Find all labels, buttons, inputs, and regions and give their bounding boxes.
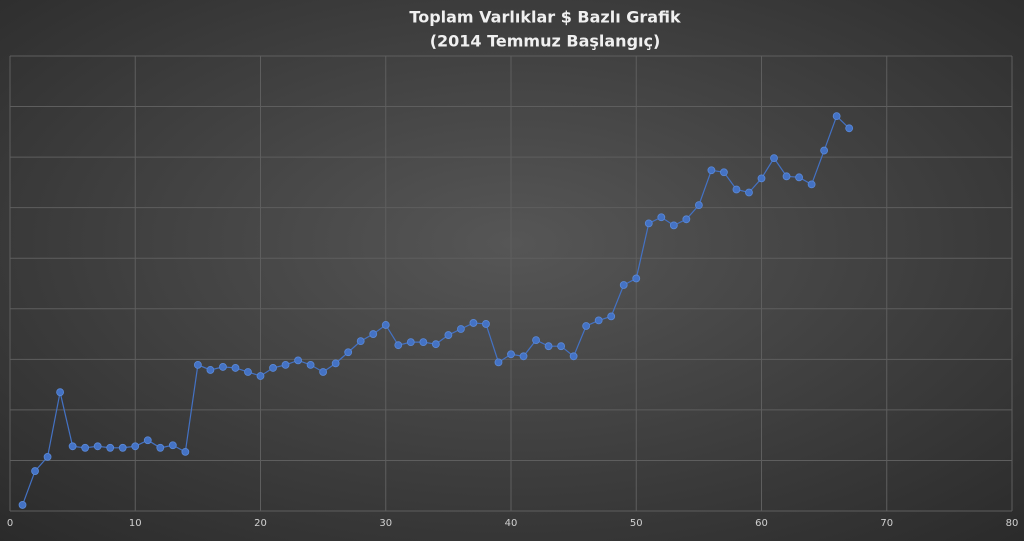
- data-point: [707, 166, 716, 175]
- data-point: [143, 436, 152, 445]
- data-point: [193, 360, 202, 369]
- data-point: [106, 443, 115, 452]
- data-point: [18, 501, 27, 509]
- data-point: [569, 352, 578, 361]
- data-point: [456, 325, 465, 333]
- data-point: [56, 388, 64, 397]
- x-tick-label: 20: [254, 518, 267, 529]
- data-point: [832, 112, 841, 121]
- data-point: [669, 221, 678, 230]
- data-point: [694, 201, 703, 210]
- x-tick-label: 70: [880, 518, 893, 529]
- data-point: [244, 368, 252, 376]
- data-point: [745, 188, 753, 197]
- data-point: [344, 348, 353, 357]
- data-point: [231, 364, 240, 372]
- x-tick-label: 30: [379, 518, 392, 529]
- x-tick-label: 10: [129, 518, 142, 529]
- data-point: [356, 337, 365, 346]
- data-point: [519, 352, 528, 361]
- chart-title: Toplam Varlıklar $ Bazlı Grafik: [409, 8, 681, 27]
- data-point: [732, 185, 741, 194]
- data-point: [181, 447, 190, 456]
- data-point: [81, 443, 90, 452]
- x-tick-label: 50: [630, 518, 643, 529]
- data-point: [444, 331, 453, 339]
- x-tick-label: 40: [505, 518, 518, 529]
- data-point: [757, 174, 766, 183]
- data-point: [582, 322, 591, 330]
- data-point: [782, 172, 791, 181]
- data-point: [644, 219, 653, 228]
- data-point: [319, 368, 328, 376]
- x-tick-label: 60: [755, 518, 768, 529]
- data-point: [494, 358, 503, 367]
- x-tick-label: 80: [1006, 518, 1019, 529]
- data-point: [419, 338, 428, 347]
- data-point: [118, 443, 127, 452]
- data-point: [657, 213, 666, 222]
- data-point: [306, 360, 315, 369]
- data-point: [281, 360, 290, 369]
- data-point: [394, 341, 403, 350]
- data-point: [219, 363, 227, 371]
- data-point: [206, 366, 215, 374]
- data-point: [557, 342, 565, 351]
- data-point: [131, 442, 140, 451]
- data-point: [369, 330, 378, 338]
- data-point: [482, 320, 490, 328]
- data-point: [770, 154, 778, 163]
- data-point: [532, 336, 540, 345]
- data-point: [607, 312, 616, 321]
- data-point: [544, 342, 553, 351]
- data-point: [294, 356, 302, 365]
- data-point: [381, 321, 390, 329]
- data-point: [406, 338, 415, 347]
- data-point: [469, 319, 478, 327]
- data-point: [331, 359, 340, 368]
- data-point: [619, 281, 628, 289]
- chart-subtitle: (2014 Temmuz Başlangıç): [430, 32, 661, 51]
- data-point: [31, 467, 39, 475]
- data-point: [93, 442, 102, 451]
- data-point: [256, 372, 265, 380]
- data-point: [43, 453, 52, 461]
- data-point: [68, 442, 77, 451]
- data-point: [156, 443, 165, 452]
- data-point: [820, 146, 829, 155]
- data-point: [507, 350, 515, 359]
- data-point: [269, 364, 277, 372]
- data-point: [795, 173, 803, 182]
- data-point: [431, 340, 440, 349]
- data-point: [807, 180, 816, 189]
- data-point: [845, 124, 854, 133]
- data-point: [594, 316, 603, 325]
- data-point: [168, 441, 177, 450]
- data-point: [720, 168, 728, 177]
- data-point: [682, 215, 691, 224]
- x-tick-label: 0: [7, 518, 13, 529]
- data-point: [632, 274, 641, 283]
